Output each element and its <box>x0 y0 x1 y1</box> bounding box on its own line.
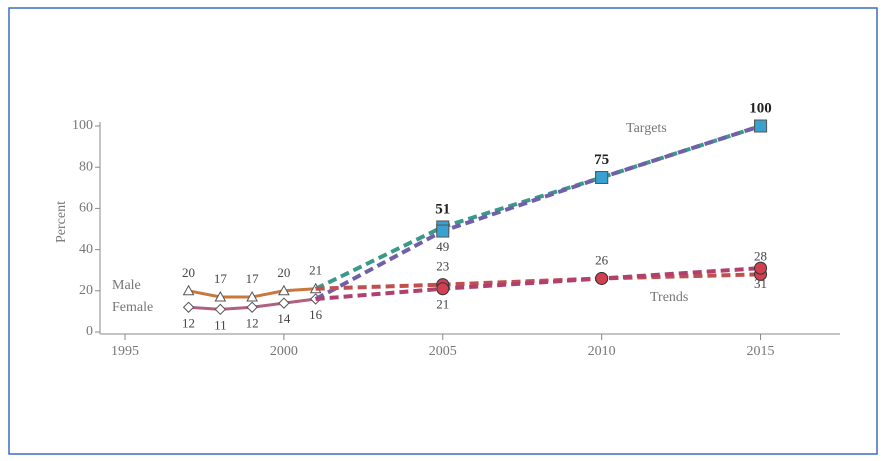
marker <box>214 290 227 302</box>
data-label: 21 <box>309 263 322 278</box>
marker <box>595 171 609 184</box>
marker <box>595 271 609 285</box>
y-tick-label: 0 <box>86 324 93 339</box>
annotation: Trends <box>650 290 688 305</box>
data-label: 14 <box>277 311 291 326</box>
data-label: 31 <box>754 276 767 291</box>
y-tick-label: 60 <box>79 201 93 216</box>
y-tick-label: 100 <box>72 118 93 133</box>
data-label: 17 <box>214 271 228 286</box>
data-label: 17 <box>246 271 260 286</box>
x-tick-label: 2000 <box>270 344 298 359</box>
marker <box>182 284 195 296</box>
marker <box>754 261 768 275</box>
data-label: 26 <box>595 252 609 267</box>
y-axis-label: Percent <box>54 201 69 243</box>
data-label: 12 <box>182 315 195 330</box>
line <box>315 272 761 291</box>
x-tick-label: 2015 <box>747 344 775 359</box>
frame <box>8 7 878 455</box>
data-label: 20 <box>182 265 195 280</box>
data-label: 12 <box>246 315 259 330</box>
data-label: 23 <box>436 259 449 274</box>
x-tick-label: 2010 <box>588 344 616 359</box>
annotation: Targets <box>626 121 667 136</box>
marker <box>436 282 450 296</box>
data-label: 16 <box>309 307 323 322</box>
y-tick-label: 20 <box>79 283 93 298</box>
data-label: 11 <box>214 317 227 332</box>
line <box>314 124 762 301</box>
marker <box>246 290 258 302</box>
data-label: 20 <box>277 265 290 280</box>
y-tick-label: 40 <box>79 242 93 257</box>
marker <box>754 119 768 133</box>
marker <box>278 297 290 309</box>
line <box>315 266 761 302</box>
marker <box>436 224 450 238</box>
data-label: 75 <box>594 152 609 168</box>
marker <box>214 303 227 316</box>
data-label: 49 <box>436 239 449 254</box>
data-label: 51 <box>435 201 450 217</box>
x-tick-label: 2005 <box>429 344 457 359</box>
x-tick-label: 1995 <box>111 344 139 359</box>
data-label: 100 <box>749 100 772 116</box>
marker <box>182 301 195 313</box>
data-label: 28 <box>754 248 767 263</box>
annotation: Male <box>112 278 141 293</box>
marker <box>278 284 290 296</box>
y-tick-label: 80 <box>79 159 93 174</box>
annotation: Female <box>112 300 153 315</box>
data-label: 21 <box>436 297 449 312</box>
marker <box>246 301 258 313</box>
